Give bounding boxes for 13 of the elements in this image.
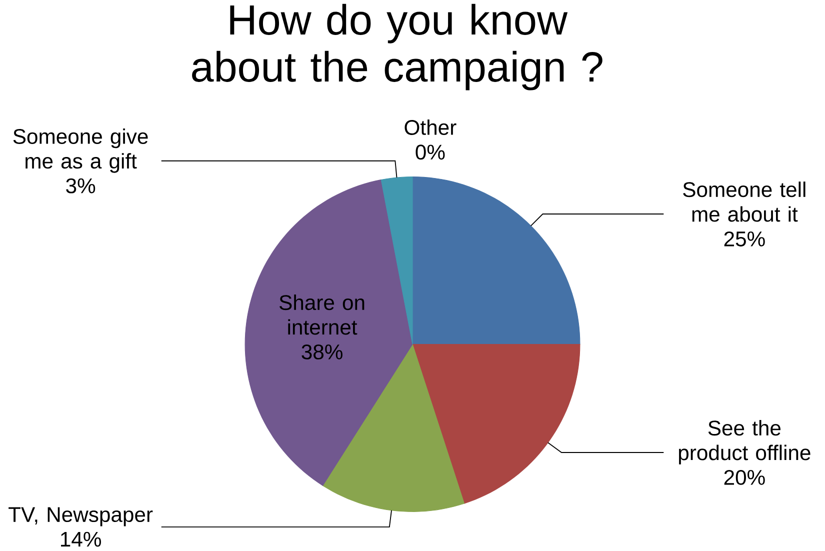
data-label: 20%: [724, 470, 765, 486]
chart-title: How do you know about the campaign ?: [192, 4, 602, 91]
slice-label: Someone give me as a gift: [13, 128, 148, 174]
data-label: 25%: [724, 232, 765, 247]
slice-label: TV, Newspaper: [8, 508, 153, 526]
category-label: Other: [404, 120, 456, 136]
data-label: 14%: [61, 532, 101, 547]
slice-label: See the product offline: [678, 420, 810, 465]
data-label: 38%: [302, 344, 342, 360]
text: 0%: [416, 144, 445, 160]
data-label: 3%: [66, 178, 96, 194]
slice-label: Share on internet: [280, 294, 364, 335]
slice-label: Someone tell me about it: [683, 182, 806, 222]
